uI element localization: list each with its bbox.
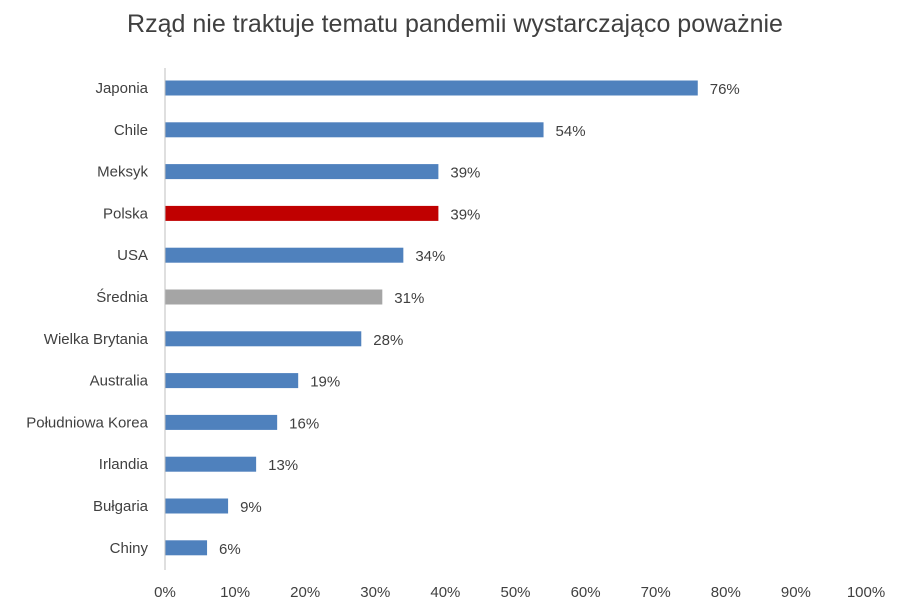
x-tick-label: 40% — [430, 584, 460, 601]
x-tick-label: 30% — [360, 584, 390, 601]
x-tick-label: 0% — [154, 584, 176, 601]
category-label: Polska — [103, 205, 149, 222]
x-tick-label: 80% — [711, 584, 741, 601]
data-label: 28% — [373, 332, 403, 349]
bar-2 — [165, 164, 439, 180]
data-label: 34% — [415, 248, 445, 265]
category-label: Bułgaria — [93, 498, 149, 515]
bar-10 — [165, 498, 229, 514]
x-tick-label: 100% — [847, 584, 885, 601]
bar-7 — [165, 373, 299, 389]
bar-4 — [165, 247, 404, 263]
x-tick-label: 20% — [290, 584, 320, 601]
data-label: 39% — [450, 165, 480, 182]
x-tick-label: 50% — [500, 584, 530, 601]
bar-1 — [165, 122, 544, 138]
data-label: 31% — [394, 290, 424, 307]
x-axis-ticks: 0% 10% 20% 30% 40% 50% 60% 70% 80% 90% 100% — [154, 584, 885, 601]
bar-0 — [165, 80, 698, 96]
data-label: 39% — [450, 206, 480, 223]
x-tick-label: 90% — [781, 584, 811, 601]
category-label: Meksyk — [97, 164, 148, 181]
category-label: Południowa Korea — [26, 414, 148, 431]
x-tick-label: 10% — [220, 584, 250, 601]
category-label: Japonia — [95, 80, 148, 97]
data-label: 16% — [289, 415, 319, 432]
bar-5 — [165, 289, 383, 305]
category-label: Chiny — [110, 540, 149, 557]
data-label: 13% — [268, 457, 298, 474]
chart-title: Rząd nie traktuje tematu pandemii wystar… — [127, 10, 783, 38]
category-label: USA — [117, 247, 148, 264]
category-label: Chile — [114, 122, 148, 139]
x-tick-label: 60% — [571, 584, 601, 601]
data-label: 19% — [310, 374, 340, 391]
value-labels: 76% 54% 39% 39% 34% 31% 28% 19% 16% 13% 9% 6% — [219, 81, 740, 558]
bars-layer — [165, 80, 698, 556]
bar-11 — [165, 540, 208, 556]
bar-6 — [165, 331, 362, 347]
data-label: 76% — [710, 81, 740, 98]
data-label: 54% — [556, 123, 586, 140]
category-label: Irlandia — [99, 456, 149, 473]
category-label: Średnia — [96, 288, 148, 306]
data-label: 6% — [219, 541, 241, 558]
bar-9 — [165, 456, 257, 472]
data-label: 9% — [240, 499, 262, 516]
category-label: Wielka Brytania — [44, 331, 149, 348]
x-tick-label: 70% — [641, 584, 671, 601]
category-labels: Japonia Chile Meksyk Polska USA Średnia Wielka… — [26, 80, 148, 557]
bar-3 — [165, 205, 439, 221]
category-label: Australia — [90, 373, 149, 390]
bar-8 — [165, 414, 278, 430]
